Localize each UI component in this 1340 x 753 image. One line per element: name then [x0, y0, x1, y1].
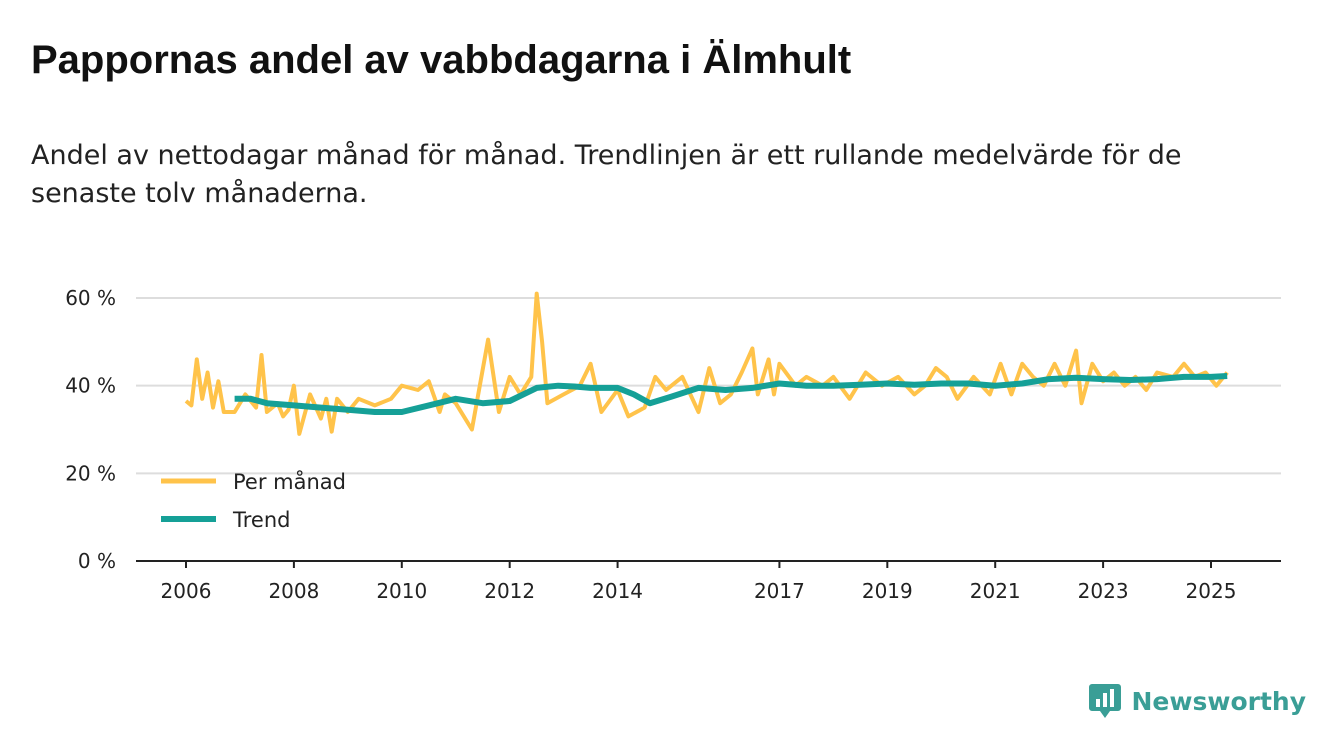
- series-line-trend: [234, 373, 1228, 415]
- y-axis-ticks: 0 % 20 % 40 % 60 %: [65, 286, 116, 573]
- newsworthy-logo-icon: [1088, 684, 1121, 718]
- x-tick-label: 2017: [754, 579, 805, 603]
- legend-label-per-manad: Per månad: [233, 469, 346, 494]
- y-tick-label: 40 %: [65, 374, 116, 398]
- newsworthy-logo: Newsworthy: [1088, 682, 1307, 720]
- chart-title: Pappornas andel av vabbdagarna i Älmhult: [31, 38, 852, 82]
- x-tick-label: 2008: [268, 579, 319, 603]
- newsworthy-logo-text: Newsworthy: [1131, 686, 1307, 716]
- grid-layer: [136, 297, 1281, 475]
- y-tick-label: 0 %: [78, 549, 116, 573]
- legend-label-trend: Trend: [232, 508, 290, 532]
- y-tick-label: 20 %: [65, 461, 116, 485]
- x-tick-label: 2025: [1186, 579, 1237, 603]
- x-tick-label: 2012: [484, 579, 535, 603]
- x-tick-label: 2006: [161, 579, 212, 603]
- x-tick-label: 2014: [592, 579, 643, 603]
- y-tick-label: 60 %: [65, 286, 116, 310]
- series-line-per-manad: [184, 291, 1229, 436]
- x-tick-label: 2019: [862, 579, 913, 603]
- chart-subtitle: Andel av nettodagar månad för månad. Tre…: [31, 140, 1182, 209]
- x-axis-ticks: 2006 2008 2010 2012 2014 2017 2019 2021 2023 2025: [161, 561, 1237, 603]
- legend: Per månad Trend: [161, 469, 346, 532]
- x-tick-label: 2023: [1078, 579, 1129, 603]
- x-tick-label: 2010: [376, 579, 427, 603]
- x-tick-label: 2021: [970, 579, 1021, 603]
